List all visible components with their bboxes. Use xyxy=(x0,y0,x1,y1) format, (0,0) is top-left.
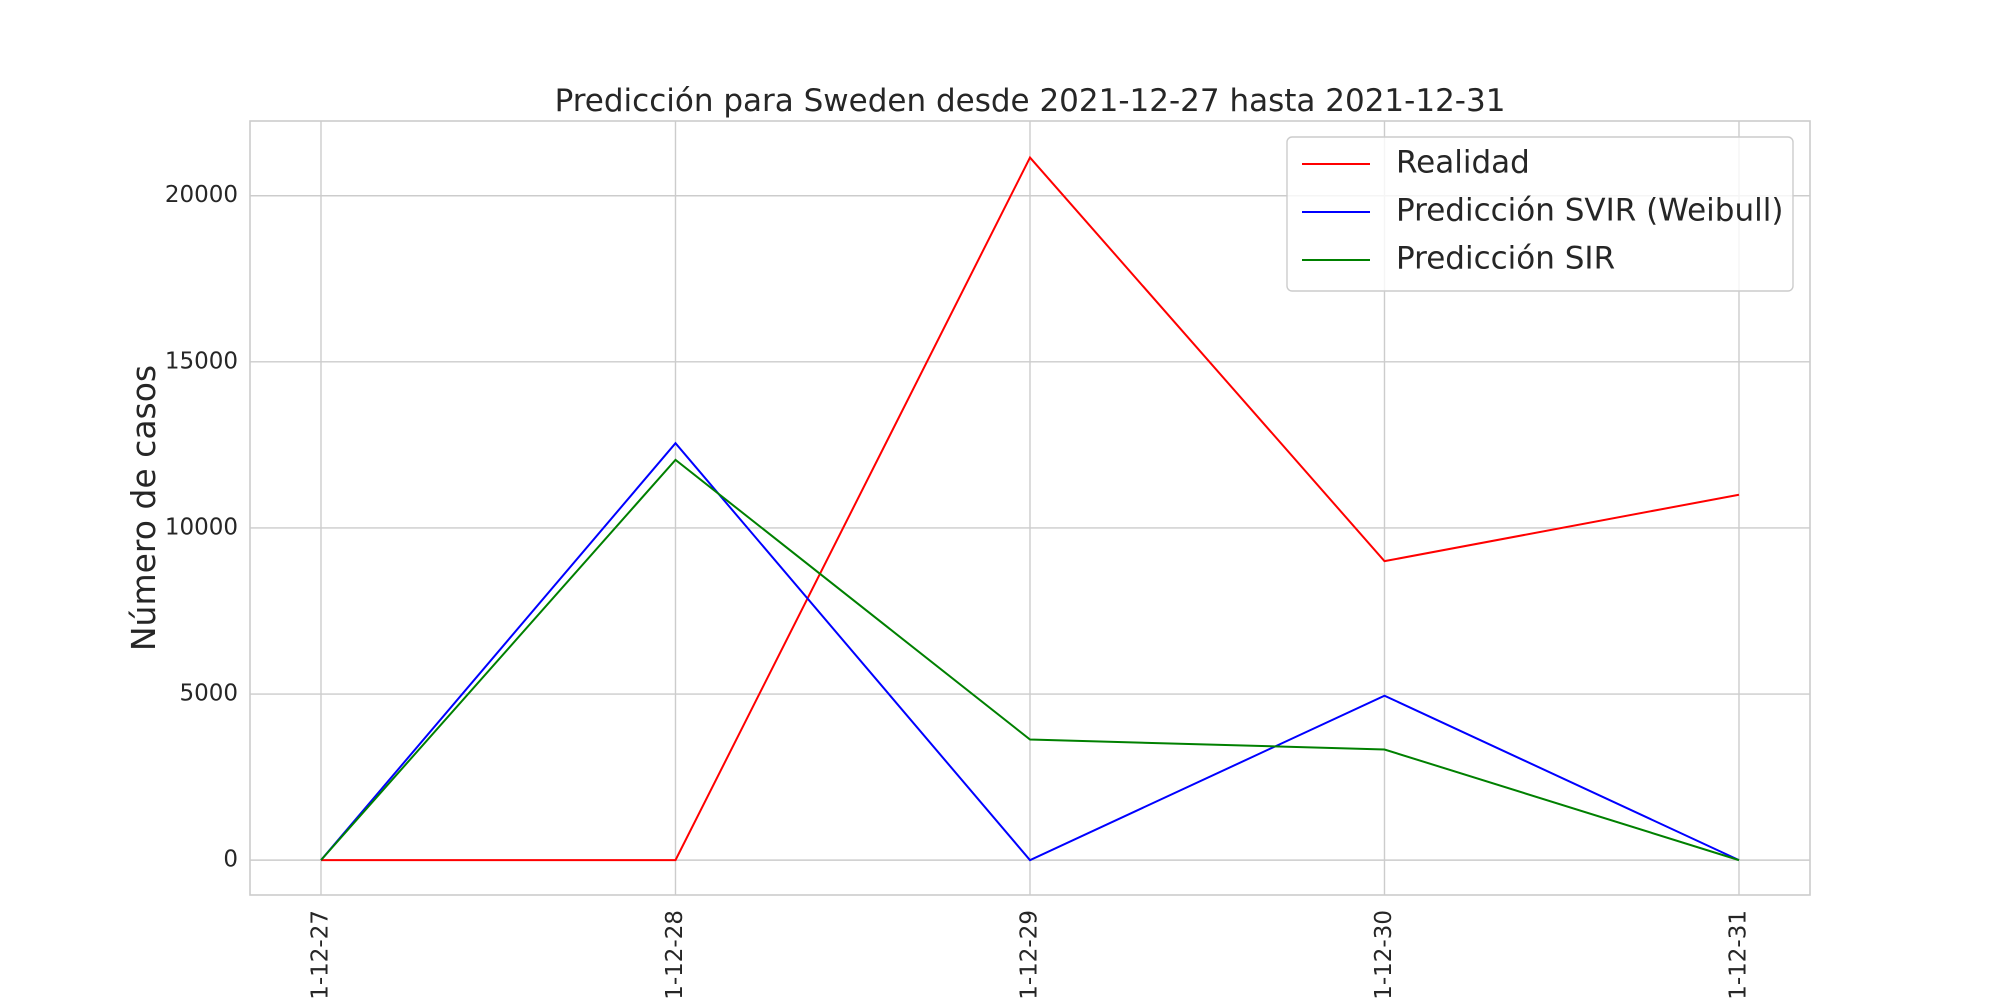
legend-box xyxy=(1286,136,1794,292)
y-tick-label: 10000 xyxy=(165,514,238,540)
y-axis-label: Número de casos xyxy=(124,365,163,651)
y-tick-label: 20000 xyxy=(165,182,238,208)
plot-area xyxy=(249,120,1811,896)
x-tick-label: 21-12-30 xyxy=(1371,910,1397,1000)
series-line-1 xyxy=(321,155,1740,862)
series-layer xyxy=(320,155,1740,862)
tick-labels: 21-12-27 21-12-28 21-12-29 21-12-30 21-12-31… xyxy=(165,182,1752,1004)
series-line-2 xyxy=(320,441,1740,862)
legend-label: Predicción SVIR (Weibull) xyxy=(1396,193,1783,229)
legend-label: Predicción SIR xyxy=(1396,241,1615,277)
legend: Realidad Predicción SVIR (Weibull) Predicc… xyxy=(1286,136,1794,292)
y-tick-label: 5000 xyxy=(179,681,238,707)
legend-label: Realidad xyxy=(1396,145,1530,181)
y-tick-label: 0 xyxy=(223,847,238,873)
y-tick-label: 15000 xyxy=(165,348,238,374)
x-tick-label: 21-12-29 xyxy=(1017,910,1043,1000)
series-line-3 xyxy=(320,458,1740,862)
x-tick-label: 21-12-27 xyxy=(308,910,334,1000)
x-tick-label: 21-12-28 xyxy=(662,910,688,1000)
chart-title: Predicción para Sweden desde 2021-12-27 … xyxy=(555,83,1506,119)
x-tick-label: 21-12-31 xyxy=(1726,910,1752,1000)
